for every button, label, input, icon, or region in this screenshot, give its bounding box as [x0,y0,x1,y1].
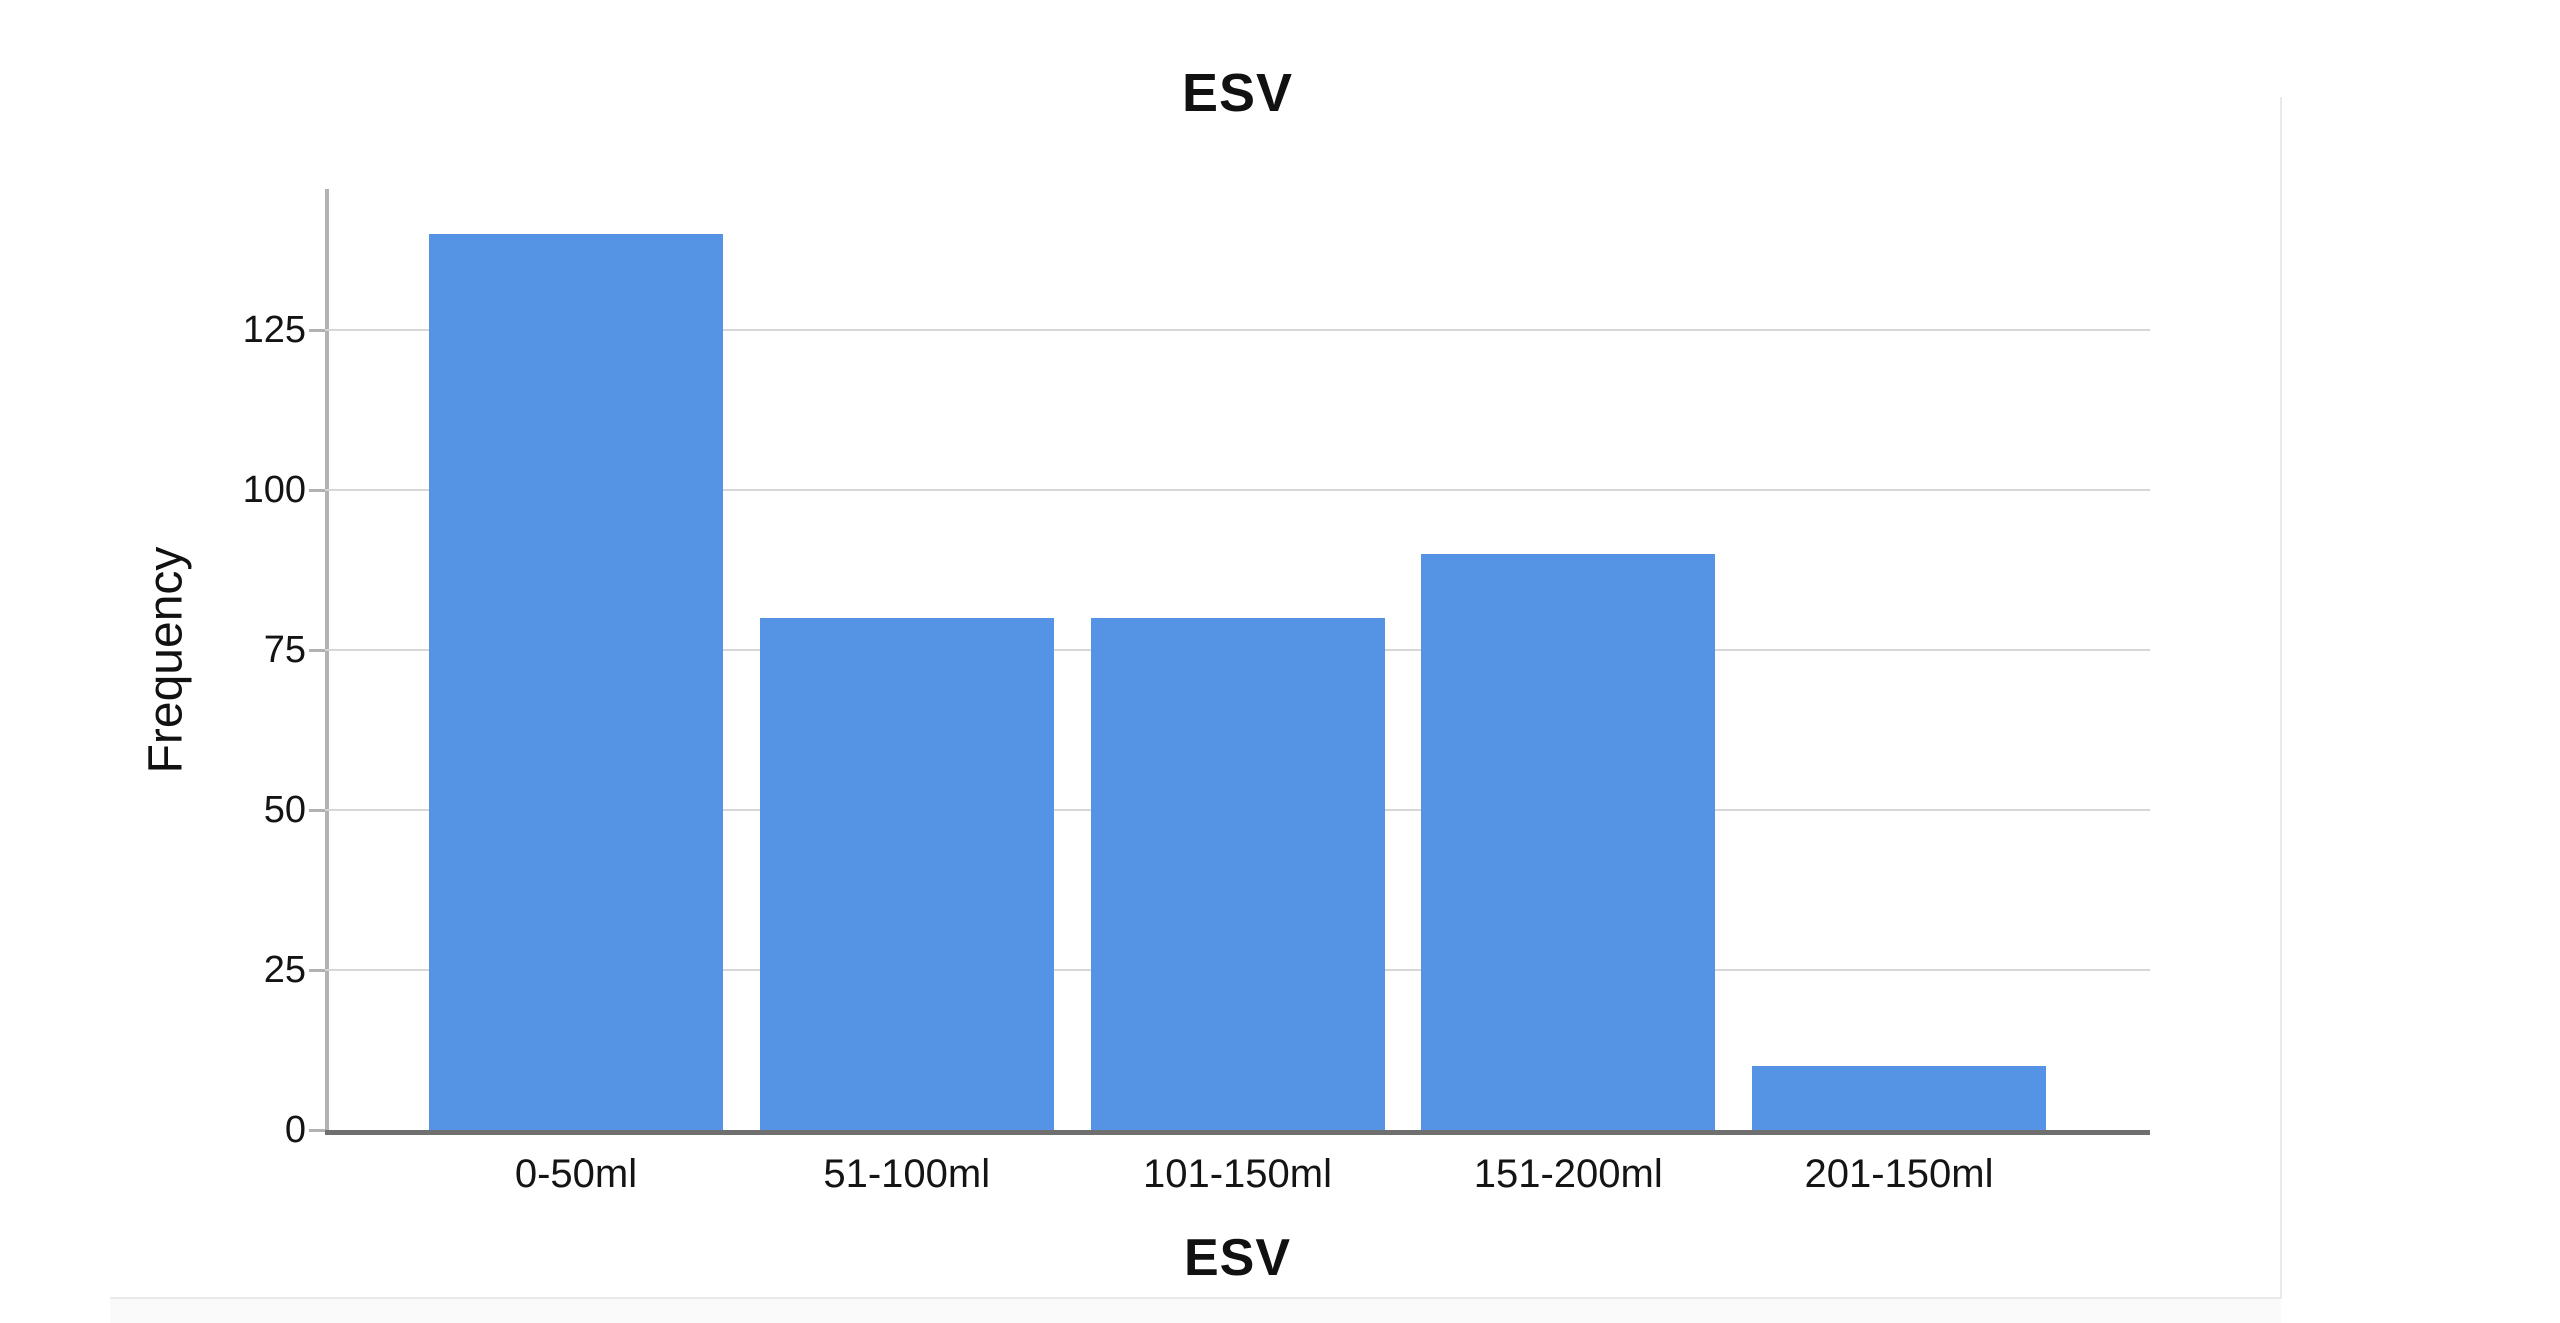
panel-divider-vertical [2280,97,2282,1299]
x-tick-label-0-50ml: 0-50ml [514,1152,638,1196]
bar-0-50ml [429,233,723,1130]
y-tick-mark-125 [309,328,325,332]
panel-divider-horizontal [110,1297,2281,1299]
y-tick-mark-25 [309,968,325,972]
y-tick-label-50: 50 [263,788,306,831]
bar-201-150ml [1752,1066,2046,1130]
chart-title: ESV [1181,63,1294,123]
page-bottom-band [110,1299,2281,1323]
y-tick-label-125: 125 [242,308,306,351]
bar-101-150ml [1090,617,1385,1130]
x-tick-label-151-200ml: 151-200ml [1473,1152,1663,1196]
x-tick-label-101-150ml: 101-150ml [1142,1152,1332,1196]
x-axis-line [325,1130,2150,1135]
bar-51-100ml [759,617,1054,1130]
bar-151-200ml [1421,553,1716,1130]
y-tick-label-75: 75 [263,628,306,671]
y-tick-mark-100 [309,488,325,492]
y-axis-line [325,189,329,1130]
x-tick-label-201-150ml: 201-150ml [1804,1152,1994,1196]
y-tick-label-0: 0 [284,1109,306,1151]
y-tick-mark-50 [309,808,325,812]
plot-area [309,189,2150,1135]
gridline-y-125 [325,328,2150,331]
x-tick-label-51-100ml: 51-100ml [823,1152,991,1196]
y-tick-mark-75 [309,648,325,652]
gridline-y-100 [325,488,2150,491]
y-tick-label-100: 100 [242,468,306,511]
y-tick-label-25: 25 [263,948,306,991]
x-axis-title: ESV [1183,1229,1292,1287]
y-tick-mark-0 [309,1129,325,1132]
